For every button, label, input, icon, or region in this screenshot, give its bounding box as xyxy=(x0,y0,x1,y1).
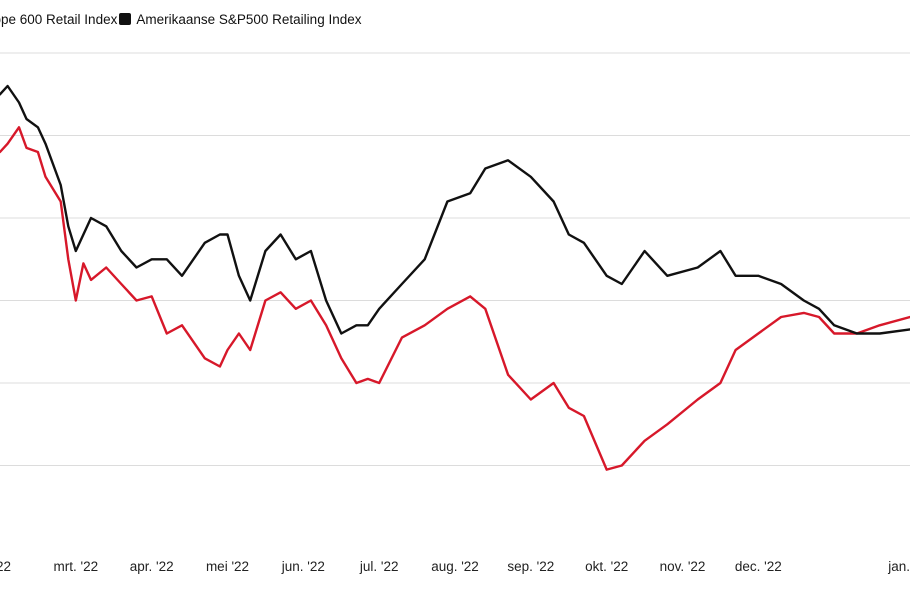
legend-label-europe: rope 600 Retail Index xyxy=(0,11,118,27)
chart-legend: rope 600 Retail Index Amerikaanse S&P500… xyxy=(0,9,361,29)
x-tick-label-2: apr. '22 xyxy=(130,559,174,574)
legend-item-sp500[interactable]: Amerikaanse S&P500 Retailing Index xyxy=(119,12,361,27)
legend-swatch-sp500 xyxy=(119,13,132,25)
x-tick-label-10: dec. '22 xyxy=(735,559,782,574)
x-tick-label-7: sep. '22 xyxy=(507,559,554,574)
x-tick-label-8: okt. '22 xyxy=(585,559,628,574)
x-tick-label-11: jan. xyxy=(887,559,910,574)
x-tick-label-0: 22 xyxy=(0,559,11,574)
series-line-1[interactable] xyxy=(0,84,910,335)
series-lines xyxy=(0,84,910,471)
x-tick-label-5: jul. '22 xyxy=(359,559,399,574)
x-tick-label-3: mei '22 xyxy=(206,559,249,574)
x-tick-label-1: mrt. '22 xyxy=(54,559,99,574)
legend-label-sp500: Amerikaanse S&P500 Retailing Index xyxy=(136,11,362,27)
legend-item-europe[interactable]: rope 600 Retail Index xyxy=(0,12,117,27)
x-tick-label-6: aug. '22 xyxy=(431,559,479,574)
x-tick-label-9: nov. '22 xyxy=(660,559,706,574)
x-tick-label-4: jun. '22 xyxy=(281,559,325,574)
gridlines xyxy=(0,52,910,466)
series-line-0[interactable] xyxy=(0,126,910,471)
x-axis: 22 mrt. '22 apr. '22 mei '22 jun. '22 jul. '2… xyxy=(0,559,910,574)
